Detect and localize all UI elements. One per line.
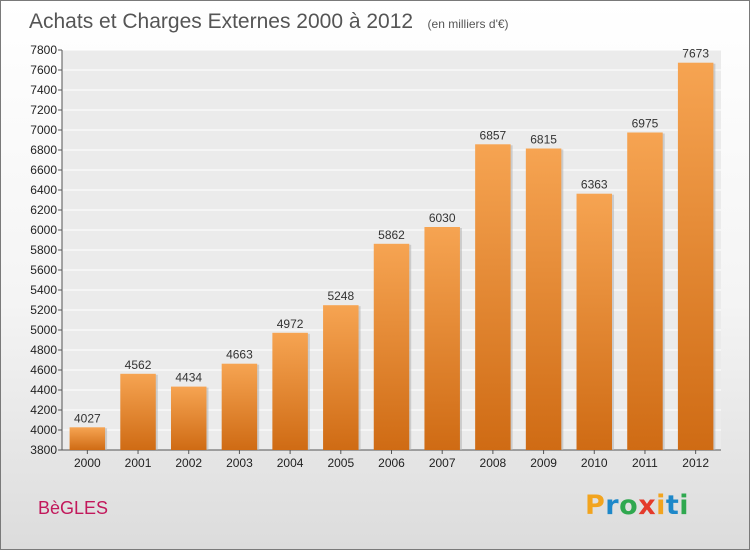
data-label: 4562: [125, 358, 152, 372]
bar: [170, 386, 207, 450]
y-tick-label: 7600: [30, 63, 57, 77]
data-label: 6030: [429, 211, 456, 225]
x-tick-label: 2004: [277, 456, 304, 470]
x-tick-label: 2009: [530, 456, 557, 470]
y-tick-label: 3800: [30, 443, 57, 457]
data-label: 6857: [480, 128, 507, 142]
bar: [69, 427, 106, 450]
y-tick-label: 7400: [30, 83, 57, 97]
bar: [323, 305, 359, 450]
y-tick-label: 5600: [30, 263, 57, 277]
data-label: 5248: [327, 289, 354, 303]
y-tick-label: 6000: [30, 223, 57, 237]
bar: [424, 227, 460, 450]
x-tick-label: 2003: [226, 456, 253, 470]
data-label: 4027: [74, 411, 101, 425]
logo-letter: i: [656, 490, 666, 521]
chart-title-unit: (en milliers d'€): [428, 17, 509, 31]
data-label: 7673: [682, 47, 709, 61]
y-tick-label: 5200: [30, 303, 57, 317]
y-tick-label: 5800: [30, 243, 57, 257]
y-tick-label: 5400: [30, 283, 57, 297]
x-tick-label: 2002: [175, 456, 202, 470]
y-tick-label: 6600: [30, 163, 57, 177]
bar: [373, 243, 410, 450]
y-tick-label: 5000: [30, 323, 57, 337]
y-tick-label: 7800: [30, 43, 57, 57]
logo-letter: o: [619, 490, 639, 521]
y-tick-label: 4800: [30, 343, 57, 357]
data-label: 4434: [175, 371, 202, 385]
data-label: 5862: [378, 228, 405, 242]
data-label: 6363: [581, 178, 608, 192]
x-tick-label: 2001: [125, 456, 152, 470]
y-tick-label: 4000: [30, 423, 57, 437]
x-tick-label: 2005: [327, 456, 354, 470]
logo-letter: t: [665, 490, 680, 521]
logo-letter: r: [605, 490, 620, 521]
y-tick-label: 6400: [30, 183, 57, 197]
bar: [475, 144, 511, 451]
bar: [677, 62, 714, 450]
y-tick-label: 6800: [30, 143, 57, 157]
x-tick-label: 2008: [480, 456, 507, 470]
plot-area: 3800 4000 4200 4400 4600 4800 5000 5200 5400 5600…: [30, 43, 721, 470]
bar: [627, 132, 663, 450]
logo-letter: x: [638, 490, 657, 521]
town-name: BèGLES: [38, 498, 109, 518]
chart-title-main: Achats et Charges Externes 2000 à 2012: [29, 10, 413, 33]
y-tick-label: 4600: [30, 363, 57, 377]
bar: [525, 148, 562, 450]
bar: [120, 373, 156, 450]
proxiti-logo: Proxiti: [585, 490, 689, 521]
data-label: 4663: [226, 348, 253, 362]
x-tick-label: 2010: [581, 456, 608, 470]
y-tick-label: 4400: [30, 383, 57, 397]
x-tick-label: 2006: [378, 456, 405, 470]
x-tick-label: 2012: [682, 456, 709, 470]
bar: [576, 193, 613, 450]
y-tick-label: 7000: [30, 123, 57, 137]
y-tick-label: 6200: [30, 203, 57, 217]
y-tick-label: 7200: [30, 103, 57, 117]
data-label: 6815: [530, 133, 557, 147]
bar: [272, 332, 308, 450]
bar: [221, 363, 258, 450]
y-tick-label: 4200: [30, 403, 57, 417]
chart-title: Achats et Charges Externes 2000 à 2012 (…: [29, 10, 509, 33]
data-label: 4972: [277, 317, 304, 331]
logo-letter: i: [679, 490, 690, 521]
x-tick-label: 2000: [74, 456, 101, 470]
logo-letter: P: [585, 490, 606, 521]
x-tick-label: 2007: [429, 456, 456, 470]
x-tick-label: 2011: [632, 456, 658, 470]
data-label: 6975: [632, 117, 659, 131]
